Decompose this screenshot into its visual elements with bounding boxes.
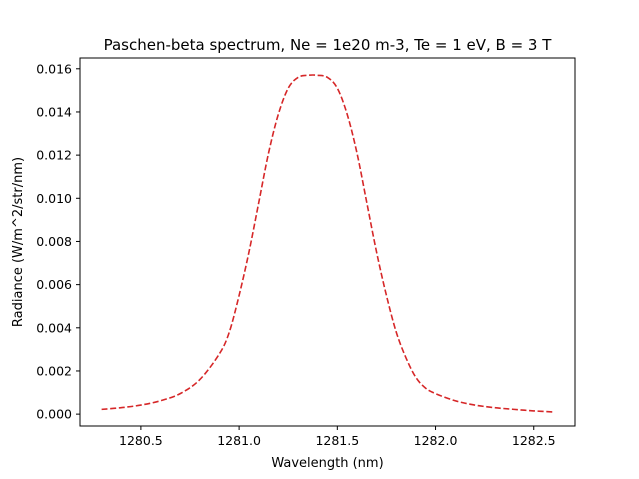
y-tick-label: 0.006 bbox=[36, 277, 72, 292]
x-tick-label: 1282.0 bbox=[414, 433, 458, 448]
y-tick-label: 0.004 bbox=[36, 320, 72, 335]
y-tick-label: 0.010 bbox=[36, 191, 72, 206]
y-axis-label: Radiance (W/m^2/str/nm) bbox=[11, 157, 26, 327]
tick-layer: 1280.5 1281.0 1281.5 1282.0 1282.5 0.000 0.002… bbox=[36, 61, 555, 448]
y-tick-label: 0.014 bbox=[36, 104, 72, 119]
chart-title: Paschen-beta spectrum, Ne = 1e20 m-3, Te… bbox=[104, 36, 553, 54]
y-tick-label: 0.000 bbox=[36, 407, 72, 422]
y-tick-label: 0.002 bbox=[36, 363, 72, 378]
y-tick-label: 0.012 bbox=[36, 148, 72, 163]
x-tick-label: 1281.0 bbox=[217, 433, 261, 448]
x-tick-label: 1282.5 bbox=[512, 433, 556, 448]
series-line bbox=[101, 74, 554, 413]
x-axis-label: Wavelength (nm) bbox=[271, 456, 383, 471]
y-tick-label: 0.008 bbox=[36, 234, 72, 249]
plot-background bbox=[80, 58, 575, 426]
x-tick-label: 1281.5 bbox=[315, 433, 359, 448]
x-tick-label: 1280.5 bbox=[119, 433, 163, 448]
y-tick-label: 0.016 bbox=[36, 61, 72, 76]
series-layer bbox=[101, 74, 554, 413]
plot-frame bbox=[79, 57, 576, 427]
